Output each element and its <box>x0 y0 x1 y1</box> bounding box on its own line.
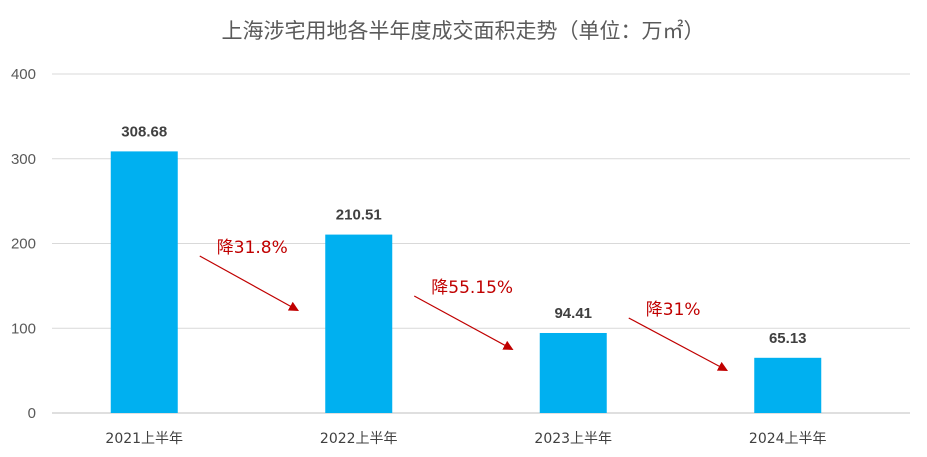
change-arrow <box>199 255 299 311</box>
bar-2022上半年 <box>325 234 393 413</box>
bars <box>110 151 822 413</box>
data-label: 65.13 <box>769 330 807 347</box>
change-arrow <box>413 295 514 350</box>
change-label: 降31% <box>646 300 701 320</box>
y-tick-label: 0 <box>28 405 36 422</box>
bar-2021上半年 <box>110 151 178 413</box>
change-label: 降31.8% <box>217 238 288 258</box>
x-axis-ticks: 2021上半年 2022上半年 2023上半年 2024上半年 <box>105 431 826 447</box>
change-annotations: 降31.8% 降55.15% 降31% <box>199 238 729 371</box>
x-tick-label: 2021上半年 <box>105 431 183 447</box>
change-arrow <box>628 317 729 371</box>
data-label: 94.41 <box>554 305 592 322</box>
x-tick-label: 2023上半年 <box>534 431 612 447</box>
x-tick-label: 2022上半年 <box>320 431 398 447</box>
y-tick-label: 400 <box>11 66 36 83</box>
data-label: 210.51 <box>336 207 382 224</box>
y-tick-label: 100 <box>11 320 36 337</box>
y-axis-ticks: 0 100 200 300 400 <box>11 66 36 422</box>
bar-2024上半年 <box>754 357 822 413</box>
change-label: 降55.15% <box>431 278 513 298</box>
chart-title: 上海涉宅用地各半年度成交面积走势（单位：万㎡） <box>222 19 705 43</box>
data-label: 308.68 <box>121 123 167 140</box>
y-tick-label: 200 <box>11 236 36 253</box>
data-labels: 308.68 210.51 94.41 65.13 <box>121 123 806 346</box>
bar-2023上半年 <box>539 332 607 413</box>
y-tick-label: 300 <box>11 151 36 168</box>
x-tick-label: 2024上半年 <box>749 431 827 447</box>
